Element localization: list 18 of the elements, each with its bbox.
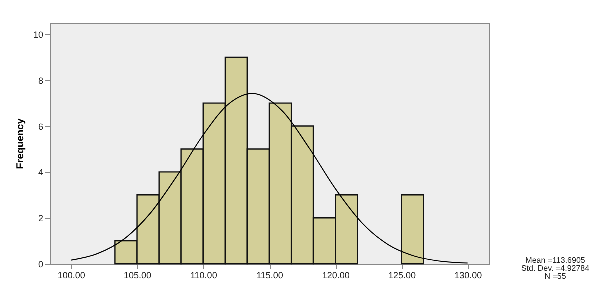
y-tick-label: 2 xyxy=(38,214,44,224)
y-tick-label: 4 xyxy=(38,168,44,178)
x-tick-label: 125.00 xyxy=(388,270,416,280)
y-tick-label: 8 xyxy=(38,76,44,86)
text: Mean =113.6905 xyxy=(524,256,586,265)
y-tick-label: 10 xyxy=(33,30,44,40)
x-tick-label: 130.00 xyxy=(454,270,482,280)
x-tick-label: 100.00 xyxy=(58,270,86,280)
line-series xyxy=(70,93,468,264)
y-axis-title: Frequency xyxy=(15,118,26,170)
y-tick-label: 6 xyxy=(38,122,44,132)
x-tick-label: 120.00 xyxy=(322,270,350,280)
x-tick-label: 105.00 xyxy=(124,270,152,280)
text: N =55 xyxy=(544,272,568,281)
x-tick-label: 115.00 xyxy=(256,270,284,280)
x-tick-label: 110.00 xyxy=(190,270,218,280)
text: Std. Dev. =4.92784 xyxy=(520,264,591,273)
y-tick-label: 0 xyxy=(38,260,44,270)
